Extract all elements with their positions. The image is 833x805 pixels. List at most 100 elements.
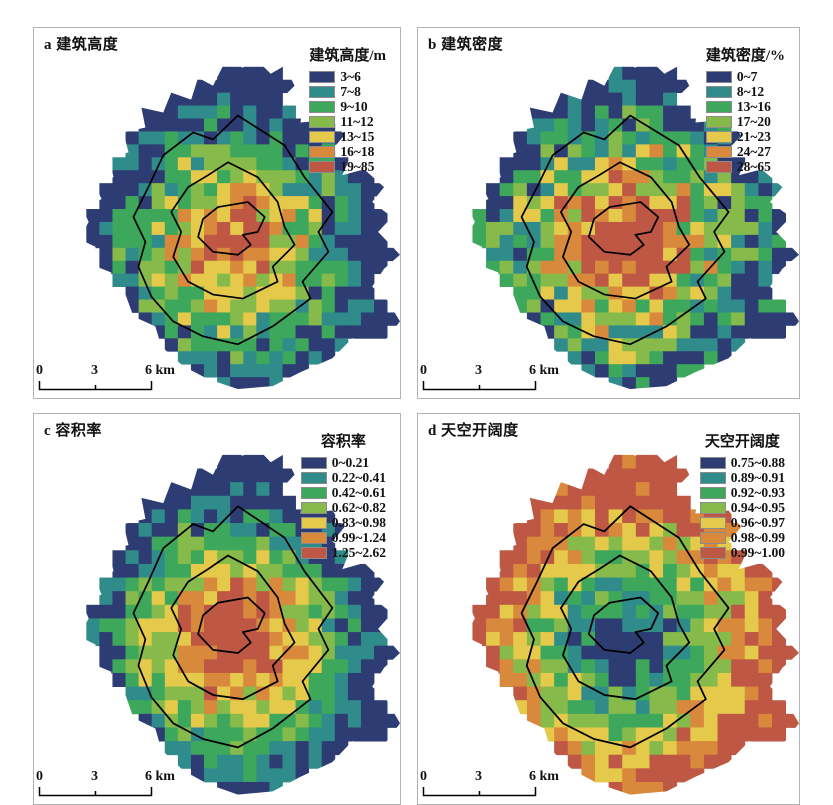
legend-label: 8~12 [736, 83, 765, 99]
legend-label: 24~27 [736, 143, 771, 159]
legend-swatch [309, 85, 336, 98]
legend-swatch [705, 160, 732, 173]
legend-swatch [705, 70, 732, 83]
legend-swatch [300, 471, 327, 484]
legend-label: 7~8 [340, 83, 361, 99]
legend-label: 0.98~0.99 [730, 529, 785, 545]
legend-label: 0.99~1.00 [730, 544, 785, 560]
legend-swatch [309, 100, 336, 113]
legend-label: 0.94~0.95 [730, 499, 785, 515]
map-floor-area-ratio [86, 454, 400, 795]
legend-label: 0.62~0.82 [331, 499, 386, 515]
ring-road-contour [520, 505, 730, 749]
legend-label: 11~12 [340, 113, 374, 129]
legend: 天空开阔度 0.75~0.88 0.89~0.91 0.92~0.93 0.94~0.… [699, 430, 785, 560]
legend-swatch [699, 501, 726, 514]
legend-rows: 0~7 8~12 13~16 17~20 21~23 24~27 28~65 [705, 69, 785, 174]
scale-label-0: 0 [420, 769, 427, 784]
legend-item: 0~7 [705, 69, 785, 84]
legend-item: 17~20 [705, 113, 785, 129]
scale-bar: 0 3 6 km [420, 363, 582, 392]
scale-bar-line-icon [38, 787, 153, 797]
panel-title: a 建筑高度 [44, 37, 119, 53]
scale-label-0: 0 [420, 363, 427, 378]
scale-label-3: 3 [91, 769, 98, 784]
legend-item: 0.92~0.93 [699, 485, 785, 500]
legend-swatch [300, 516, 327, 529]
legend-label: 19~85 [340, 158, 375, 174]
legend-item: 0.89~0.91 [699, 469, 785, 485]
legend-title: 建筑密度/% [705, 48, 785, 64]
panel-sky-view-factor: d 天空开阔度 天空开阔度 0.75~0.88 0.89~0.91 0.92~0.9… [417, 413, 800, 805]
panel-floor-area-ratio: c 容积率 容积率 0~0.21 0.22~0.41 0.42~0.61 0.62~0… [33, 413, 401, 805]
scale-bar: 0 3 6 km [36, 363, 198, 392]
ring-road-contour [559, 554, 691, 701]
legend-label: 13~16 [736, 98, 771, 114]
scale-label-6km: 6 km [145, 363, 175, 378]
legend: 建筑高度/m 3~6 7~8 9~10 11~12 13~15 16~18 19~85 [309, 44, 386, 174]
panel-title: d 天空开阔度 [428, 423, 519, 439]
scale-label-6km: 6 km [529, 769, 559, 784]
ring-road-contour [559, 161, 691, 300]
ring-road-contour [132, 114, 334, 346]
legend-item: 7~8 [309, 84, 386, 99]
legend-label: 0~0.21 [331, 454, 370, 470]
legend-swatch [300, 501, 327, 514]
legend-swatch [309, 130, 336, 143]
ring-road-contour [197, 596, 266, 654]
scale-label-3: 3 [475, 363, 482, 378]
ring-road-contour [520, 114, 730, 346]
scale-label-6km: 6 km [145, 769, 175, 784]
legend-item: 8~12 [705, 83, 785, 99]
legend-swatch [300, 546, 327, 559]
legend-label: 0.89~0.91 [730, 469, 785, 485]
legend-item: 0~0.21 [300, 454, 386, 470]
legend-swatch [699, 531, 726, 544]
legend-item: 0.99~1.00 [699, 544, 785, 560]
scale-bar: 0 3 6 km [420, 769, 582, 798]
scale-label-3: 3 [91, 363, 98, 378]
scale-label-0: 0 [36, 363, 43, 378]
map-building-density [472, 66, 799, 390]
ring-road-contour [587, 596, 660, 654]
panel-title: c 容积率 [44, 423, 102, 439]
map-sky-view-factor [472, 454, 799, 795]
legend-swatch [705, 85, 732, 98]
legend-title: 容积率 [320, 434, 366, 450]
legend-item: 0.83~0.98 [300, 515, 386, 530]
legend-title: 建筑高度/m [309, 48, 386, 64]
ring-road-contour [587, 201, 660, 256]
legend-swatch [300, 531, 327, 544]
legend-label: 0.22~0.41 [331, 469, 386, 485]
scale-bar: 0 3 6 km [36, 769, 198, 798]
ring-road-contour [170, 554, 296, 701]
legend-swatch [699, 516, 726, 529]
legend-label: 17~20 [736, 113, 771, 129]
scale-label-6km: 6 km [529, 363, 559, 378]
legend-swatch [705, 130, 732, 143]
legend-label: 21~23 [736, 128, 771, 144]
legend-rows: 0~0.21 0.22~0.41 0.42~0.61 0.62~0.82 0.83~0.… [300, 454, 386, 560]
legend-label: 16~18 [340, 143, 375, 159]
legend-item: 0.99~1.24 [300, 529, 386, 545]
legend-swatch [705, 100, 732, 113]
ring-road-contour [132, 505, 334, 749]
legend-item: 9~10 [309, 99, 386, 114]
legend-item: 0.62~0.82 [300, 499, 386, 515]
legend-swatch [309, 145, 336, 158]
scale-label-0: 0 [36, 769, 43, 784]
legend-title: 天空开阔度 [704, 434, 780, 450]
legend-item: 0.98~0.99 [699, 529, 785, 545]
ring-road-contour [197, 201, 266, 256]
legend-label: 0.99~1.24 [331, 529, 386, 545]
map-building-height [86, 66, 400, 390]
legend: 建筑密度/% 0~7 8~12 13~16 17~20 21~23 24~27 28~65 [705, 44, 785, 174]
legend-item: 11~12 [309, 114, 386, 129]
legend-swatch [699, 471, 726, 484]
legend-label: 0.75~0.88 [730, 454, 785, 470]
legend-label: 3~6 [340, 68, 361, 84]
legend-swatch [699, 546, 726, 559]
legend-swatch [699, 456, 726, 469]
legend-swatch [300, 486, 327, 499]
